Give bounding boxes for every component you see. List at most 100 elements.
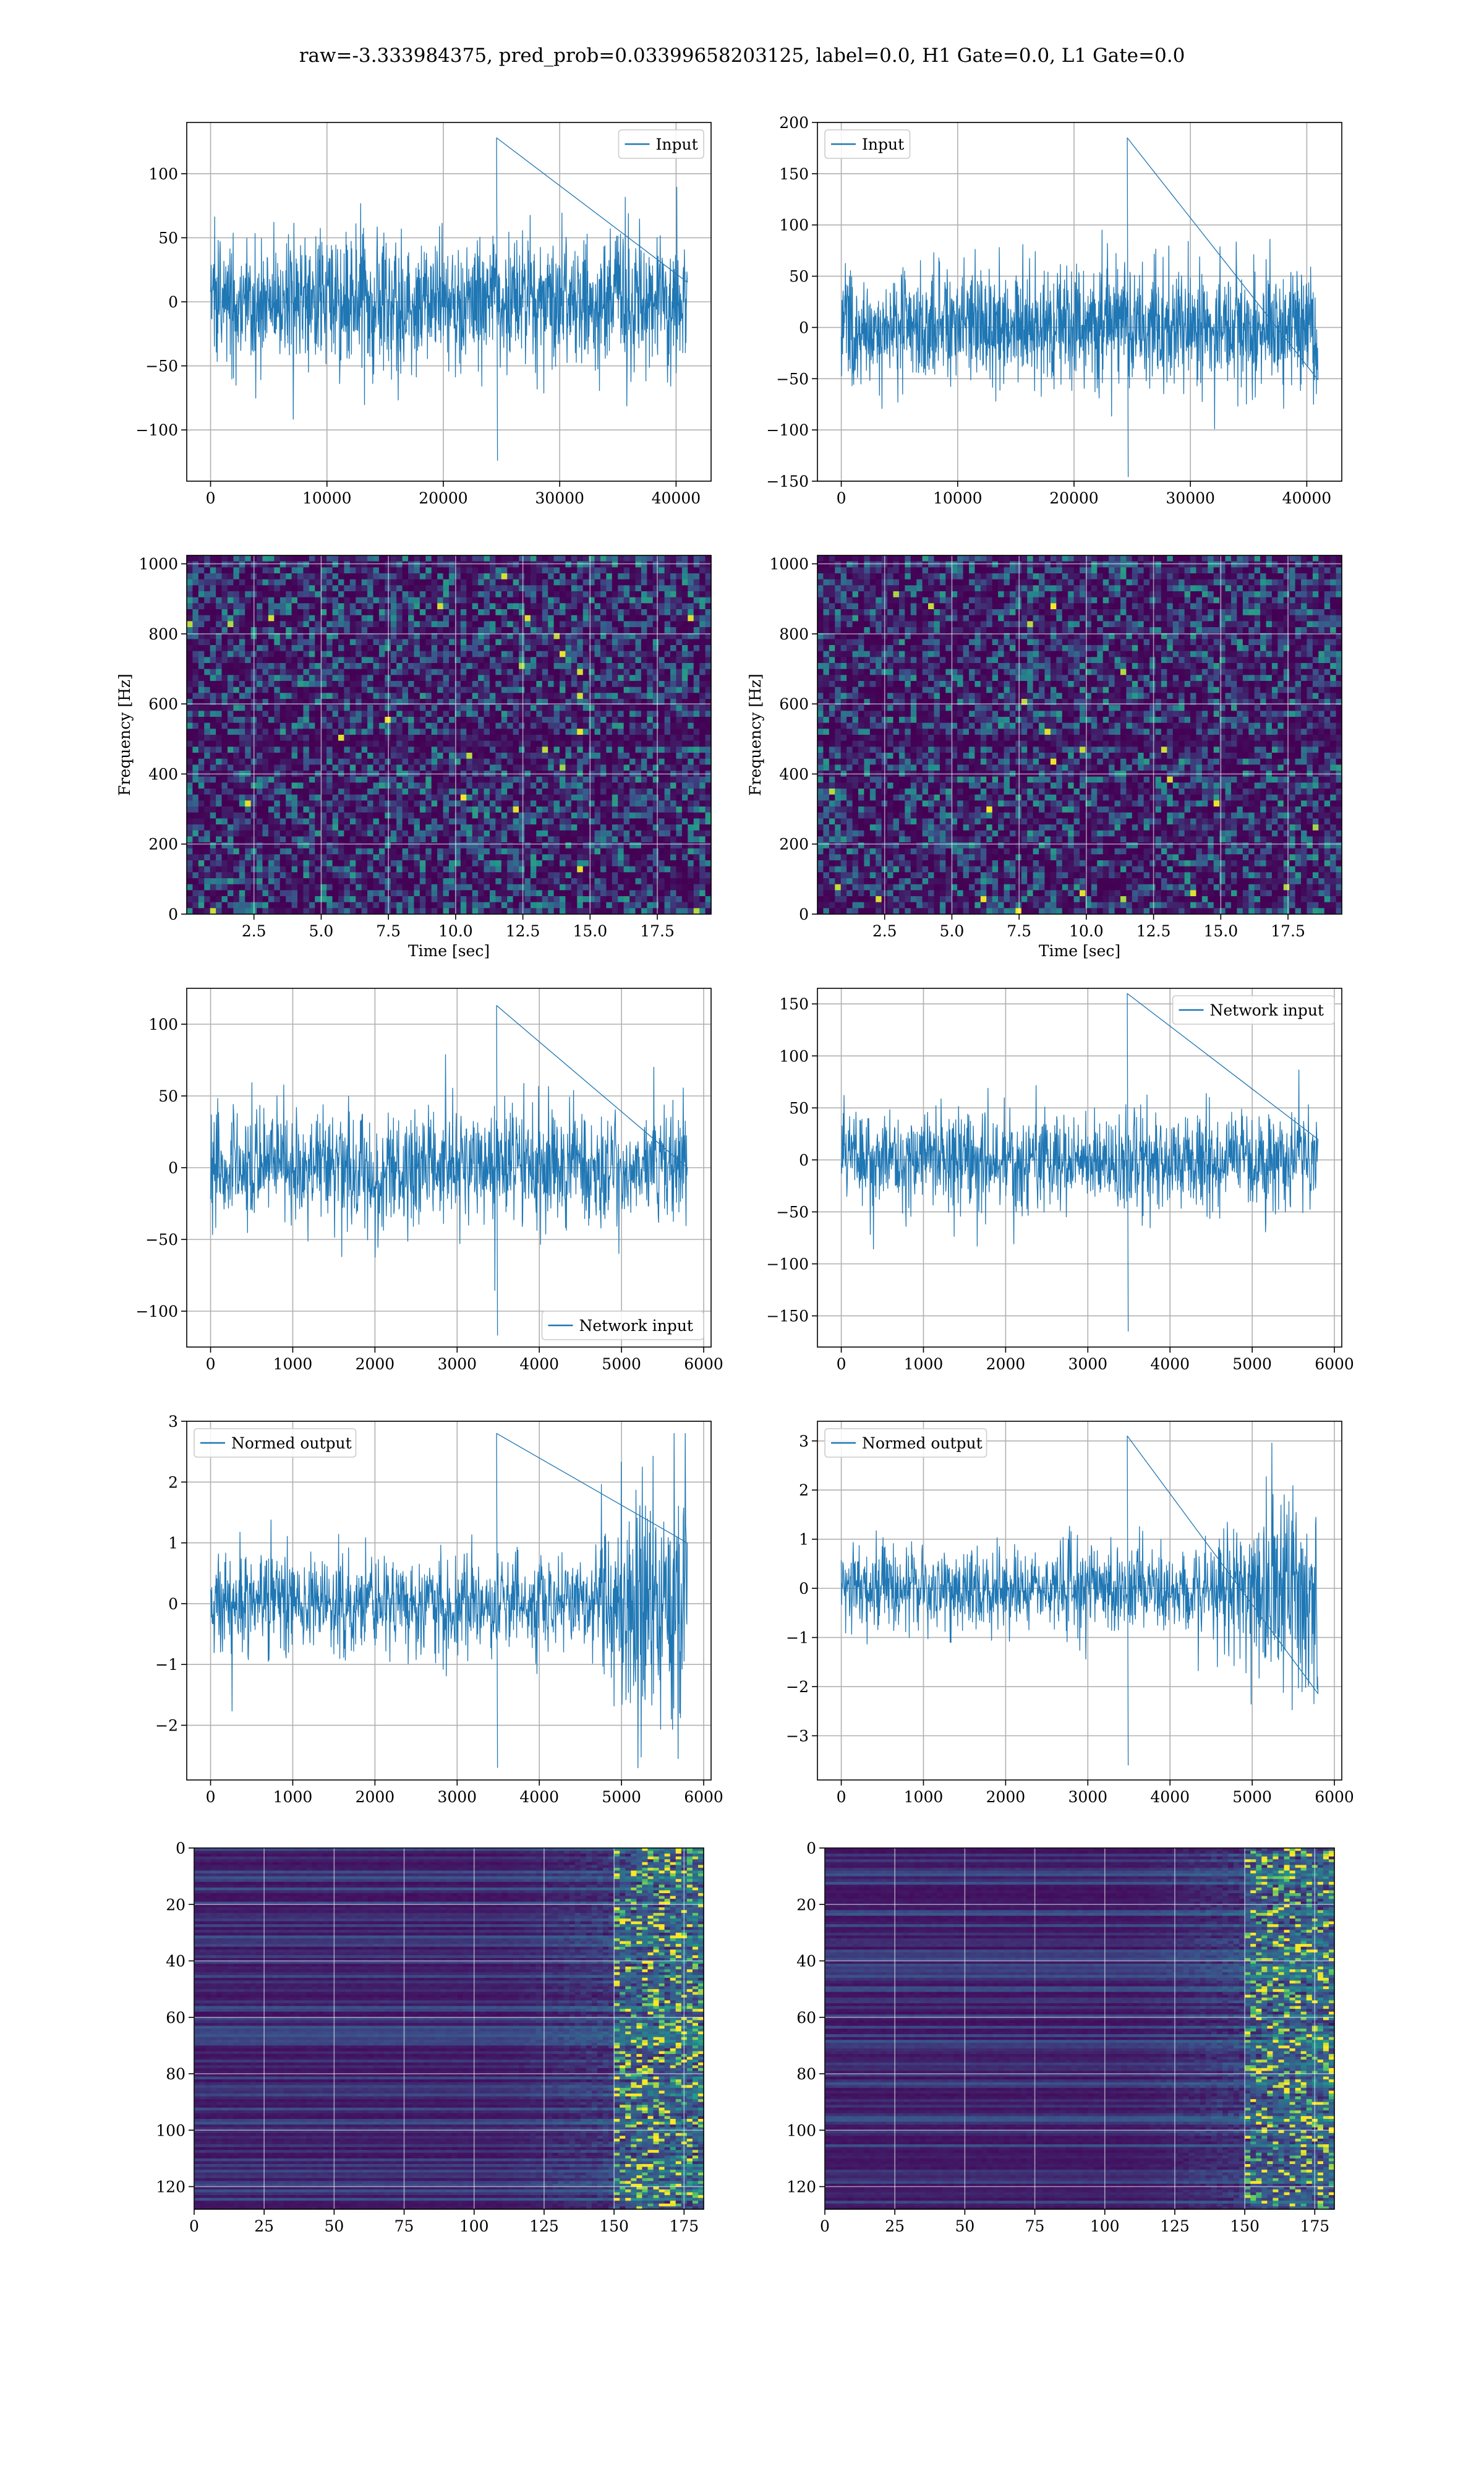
heatmap-cell [268,902,275,909]
heatmap-cell [379,813,385,819]
heatmap-cell [268,866,275,873]
heatmap-cell [472,627,479,633]
heatmap-cell [437,831,443,837]
heatmap-cell [396,645,403,651]
heatmap-cell [396,800,403,806]
heatmap-cell [198,591,205,597]
heatmap-cell [542,860,548,866]
heatmap-cell [292,764,298,771]
heatmap-cell [356,651,362,657]
heatmap-cell [600,747,607,753]
heatmap-cell [595,621,601,627]
heatmap-cell [414,782,420,789]
heatmap-cell [297,573,304,580]
heatmap-cell [216,597,222,604]
heatmap-cell [303,878,309,884]
heatmap-cell [536,860,542,866]
heatmap-cell [292,777,298,783]
heatmap-cell [350,896,356,902]
heatmap-cell [647,849,653,855]
heatmap-cell [595,747,601,753]
heatmap-cell [216,609,222,615]
legend: Input [619,130,704,158]
heatmap-cell [408,567,414,573]
heatmap-cell [600,854,607,860]
heatmap-cell [449,609,455,615]
heatmap-cell [280,735,286,741]
heatmap-cell [577,580,583,586]
heatmap-cell [624,723,630,729]
heatmap-cell [257,645,263,651]
heatmap-cell [379,759,385,765]
heatmap-cell [600,866,607,873]
heatmap-cell [228,621,234,627]
heatmap-cell [338,741,344,747]
heatmap-cell [292,585,298,591]
heatmap-cell [367,849,373,855]
heatmap-cell [362,747,368,753]
heatmap-cell [624,645,630,651]
heatmap-cell [274,860,280,866]
heatmap-cell [362,842,368,849]
heatmap-cell [356,729,362,735]
heatmap-cell [501,705,508,711]
heatmap-cell [583,866,589,873]
heatmap-cell [333,896,339,902]
heatmap-cell [560,597,566,604]
heatmap-cell [257,813,263,819]
heatmap-cell [624,777,630,783]
heatmap-cell [420,675,426,681]
heatmap-cell [641,723,647,729]
heatmap-cell [513,813,519,819]
heatmap-cell [187,645,193,651]
heatmap-cell [618,681,624,687]
heatmap-cell [373,609,380,615]
heatmap-cell [647,777,653,783]
heatmap-cell [233,580,239,586]
heatmap-cell [425,824,432,831]
heatmap-cell [315,627,321,633]
heatmap-cell [338,836,344,842]
heatmap-cell [554,908,560,914]
heatmap-cell [297,639,304,645]
heatmap-cell [507,657,513,663]
heatmap-cell [560,555,566,562]
heatmap-cell [216,681,222,687]
heatmap-cell [548,705,554,711]
heatmap-cell [309,813,315,819]
heatmap-cell [583,849,589,855]
x-tick-label: 40000 [1282,489,1332,507]
heatmap-cell [624,621,630,627]
heatmap-cell [507,585,513,591]
heatmap-cell [472,567,479,573]
heatmap-cell [274,723,280,729]
heatmap-cell [239,818,245,824]
heatmap-cell [653,860,659,866]
heatmap-cell [198,639,205,645]
heatmap-cell [408,615,414,622]
heatmap-cell [624,896,630,902]
heatmap-cell [641,573,647,580]
heatmap-cell [228,717,234,723]
heatmap-cell [414,789,420,795]
heatmap-cell [245,627,251,633]
heatmap-cell [472,639,479,645]
heatmap-cell [565,866,571,873]
heatmap-cell [571,669,578,675]
heatmap-cell [408,693,414,699]
heatmap-cell [472,849,479,855]
heatmap-cell [513,591,519,597]
heatmap-cell [222,764,228,771]
heatmap-cell [647,813,653,819]
heatmap-cell [274,764,280,771]
heatmap-cell [198,890,205,896]
heatmap-cell [618,621,624,627]
heatmap-cell [228,567,234,573]
heatmap-cell [595,831,601,837]
heatmap-cell [280,824,286,831]
heatmap-cell [571,597,578,604]
heatmap-cell [338,663,344,669]
heatmap-cell [350,717,356,723]
heatmap-cell [239,562,245,568]
heatmap-cell [192,824,198,831]
